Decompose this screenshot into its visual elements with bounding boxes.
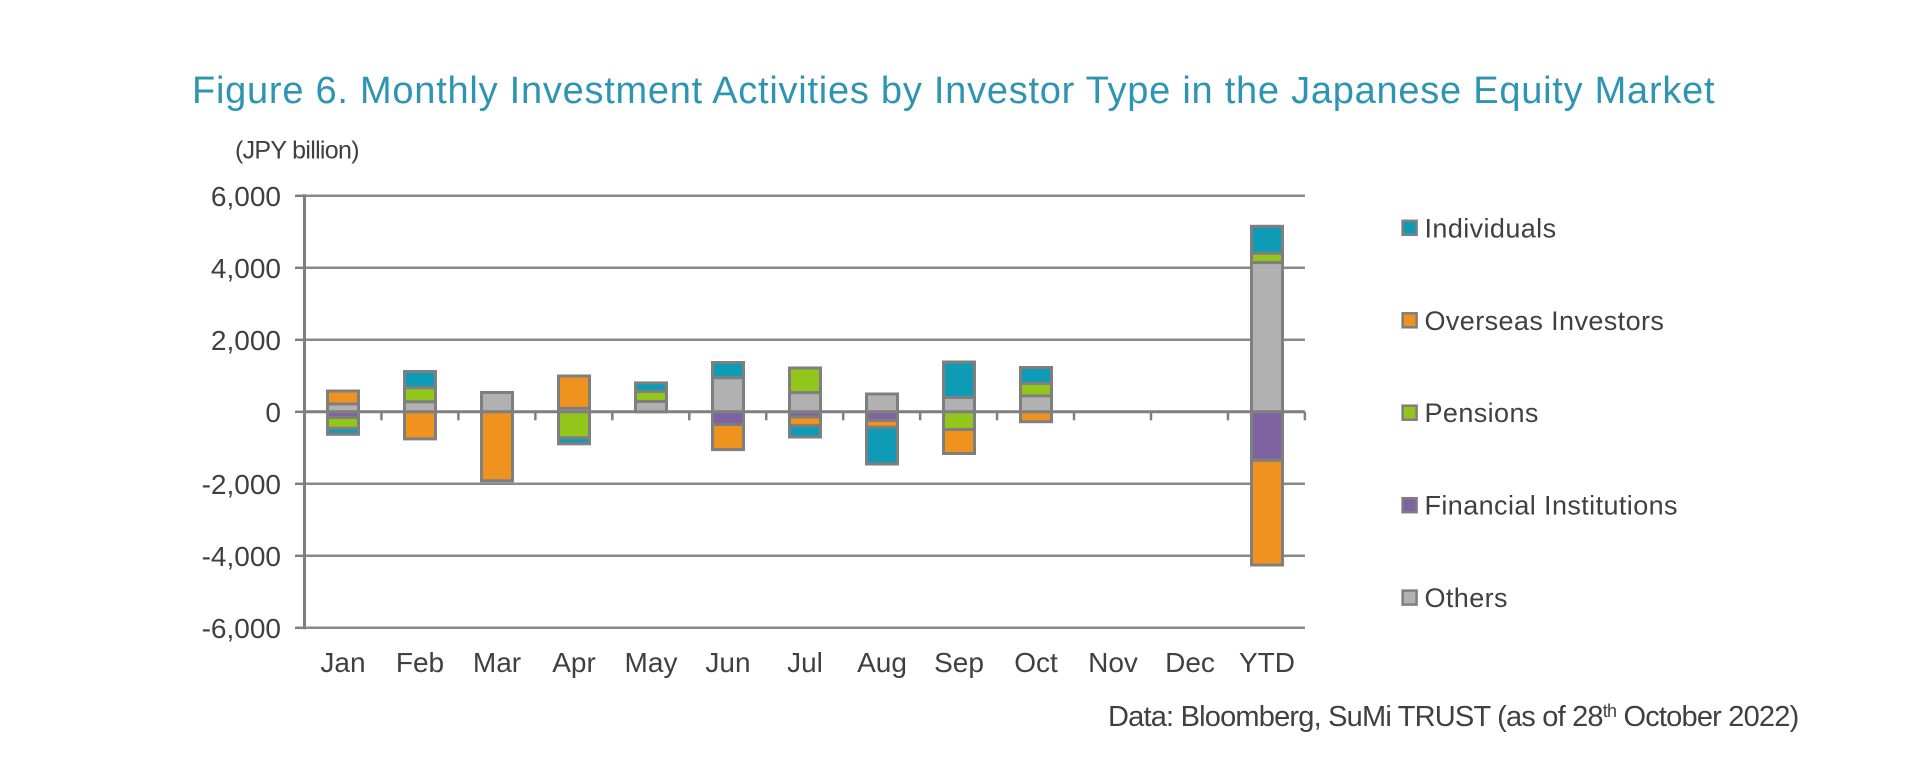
- svg-text:Jan: Jan: [320, 647, 365, 678]
- svg-text:-4,000: -4,000: [202, 541, 281, 572]
- svg-text:Apr: Apr: [552, 647, 596, 678]
- svg-text:Pensions: Pensions: [1425, 398, 1539, 428]
- svg-text:May: May: [625, 647, 678, 678]
- svg-text:2,000: 2,000: [211, 325, 281, 356]
- svg-text:6,000: 6,000: [211, 181, 281, 212]
- svg-text:Data: Bloomberg, SuMi TRUST (a: Data: Bloomberg, SuMi TRUST (as of 28th …: [1108, 701, 1798, 733]
- svg-text:-2,000: -2,000: [202, 469, 281, 500]
- svg-text:Feb: Feb: [396, 647, 444, 678]
- svg-text:Aug: Aug: [857, 647, 907, 678]
- svg-text:4,000: 4,000: [211, 253, 281, 284]
- svg-text:Dec: Dec: [1165, 647, 1215, 678]
- svg-text:Nov: Nov: [1088, 647, 1138, 678]
- svg-text:Individuals: Individuals: [1425, 213, 1557, 243]
- svg-text:-6,000: -6,000: [202, 613, 281, 644]
- svg-text:(JPY billion): (JPY billion): [235, 137, 359, 165]
- svg-text:Figure 6. Monthly Investment A: Figure 6. Monthly Investment Activities …: [192, 70, 1715, 112]
- svg-text:Sep: Sep: [934, 647, 984, 678]
- svg-text:Overseas Investors: Overseas Investors: [1425, 306, 1665, 336]
- svg-text:Jun: Jun: [705, 647, 750, 678]
- svg-text:Financial Institutions: Financial Institutions: [1425, 491, 1678, 521]
- svg-text:0: 0: [265, 397, 281, 428]
- svg-text:Others: Others: [1425, 583, 1508, 613]
- svg-text:Jul: Jul: [787, 647, 823, 678]
- svg-text:Oct: Oct: [1014, 647, 1058, 678]
- svg-text:Mar: Mar: [473, 647, 521, 678]
- svg-text:YTD: YTD: [1239, 647, 1295, 678]
